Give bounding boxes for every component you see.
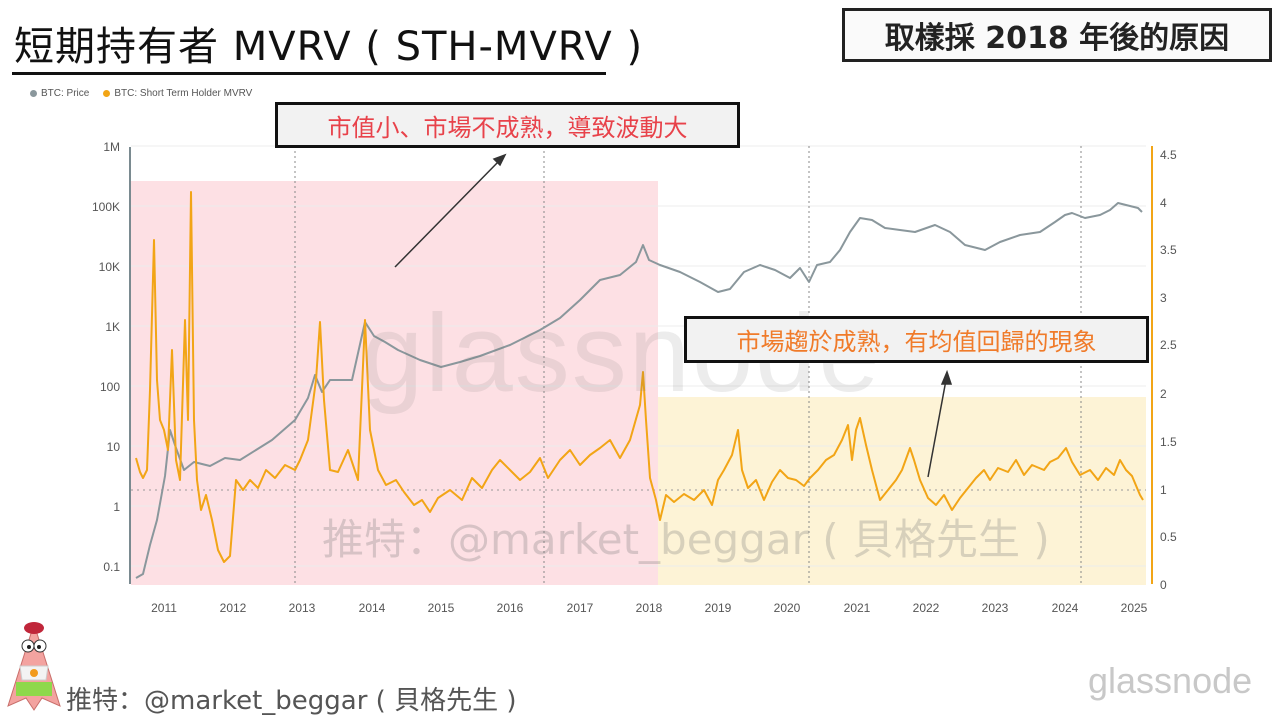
svg-text:2018: 2018 — [636, 601, 663, 615]
svg-text:1.5: 1.5 — [1160, 435, 1177, 449]
svg-text:0: 0 — [1160, 578, 1167, 592]
chart-legend: BTC: Price BTC: Short Term Holder MVRV — [30, 88, 252, 99]
btc-price-line — [135, 202, 1143, 579]
svg-text:2014: 2014 — [359, 601, 386, 615]
mvrv-dot-icon — [103, 90, 111, 97]
svg-text:2: 2 — [1160, 387, 1167, 401]
svg-text:4: 4 — [1160, 196, 1167, 210]
legend-label-price: BTC: Price — [41, 88, 90, 99]
svg-text:2024: 2024 — [1052, 601, 1079, 615]
title-underline — [12, 72, 606, 75]
svg-text:3.5: 3.5 — [1160, 243, 1177, 257]
left-axis-ticks: 1M 100K 10K 1K 100 10 1 0.1 — [92, 140, 120, 574]
svg-text:100K: 100K — [92, 200, 120, 214]
svg-text:2.5: 2.5 — [1160, 338, 1177, 352]
legend-item-price[interactable]: BTC: Price — [30, 88, 89, 99]
svg-text:1M: 1M — [103, 140, 120, 154]
svg-text:1K: 1K — [105, 320, 120, 334]
svg-text:2021: 2021 — [844, 601, 871, 615]
svg-text:2012: 2012 — [220, 601, 247, 615]
sampling-reason-badge: 取樣採 2018 年後的原因 — [842, 8, 1272, 62]
page-title: 短期持有者 MVRV ( STH-MVRV ) — [14, 24, 644, 70]
arrow-early-head-icon — [492, 153, 507, 167]
svg-text:2023: 2023 — [982, 601, 1009, 615]
footer-twitter-handle: 推特：@market_beggar ( 貝格先生 ) — [66, 686, 517, 716]
halving-markers — [294, 146, 1082, 585]
legend-label-mvrv: BTC: Short Term Holder MVRV — [114, 88, 253, 99]
svg-text:1: 1 — [1160, 483, 1167, 497]
svg-text:10K: 10K — [99, 260, 120, 274]
sth-mvrv-line — [135, 191, 1144, 563]
svg-text:0.5: 0.5 — [1160, 530, 1177, 544]
svg-text:2025: 2025 — [1121, 601, 1148, 615]
early-period-region — [131, 181, 658, 585]
callout-mean-reversion: 市場趨於成熟，有均值回歸的現象 — [684, 316, 1149, 363]
callout-early-volatility: 市值小、市場不成熟，導致波動大 — [275, 102, 740, 148]
legend-item-mvrv[interactable]: BTC: Short Term Holder MVRV — [103, 88, 252, 99]
svg-text:2022: 2022 — [913, 601, 940, 615]
patrick-mascot-avatar — [7, 622, 61, 711]
svg-text:3: 3 — [1160, 291, 1167, 305]
callout-arrows — [394, 153, 953, 478]
svg-text:100: 100 — [100, 380, 120, 394]
svg-text:2020: 2020 — [774, 601, 801, 615]
x-axis-ticks: 2011 2012 2013 2014 2015 2016 2017 2018 … — [151, 601, 1148, 615]
svg-text:0.1: 0.1 — [103, 560, 120, 574]
footer-glassnode-logo: glassnode — [1088, 660, 1253, 701]
late-period-region — [658, 397, 1146, 585]
price-dot-icon — [30, 90, 37, 97]
svg-text:1: 1 — [113, 500, 120, 514]
svg-text:2016: 2016 — [497, 601, 524, 615]
arrow-early — [394, 159, 501, 268]
svg-text:10: 10 — [107, 440, 121, 454]
svg-text:2011: 2011 — [151, 601, 177, 615]
svg-text:2019: 2019 — [705, 601, 732, 615]
arrow-late — [927, 379, 947, 478]
svg-text:2013: 2013 — [289, 601, 316, 615]
twitter-handle-watermark: 推特：@market_beggar ( 貝格先生 ) — [322, 515, 1050, 564]
arrow-late-head-icon — [940, 369, 953, 385]
right-axis-ticks: 4.5 4 3.5 3 2.5 2 1.5 1 0.5 0 — [1160, 148, 1177, 592]
svg-text:4.5: 4.5 — [1160, 148, 1177, 162]
svg-text:2015: 2015 — [428, 601, 455, 615]
svg-text:2017: 2017 — [567, 601, 594, 615]
